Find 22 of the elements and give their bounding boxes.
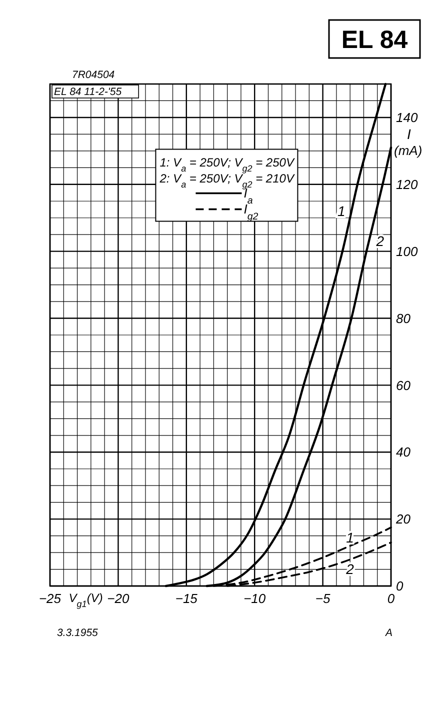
x-tick-label: −15 <box>175 591 198 606</box>
text: A <box>384 627 393 639</box>
y-tick-label: 140 <box>396 110 418 126</box>
y-tick-label: 20 <box>395 512 412 527</box>
text: 1: V$_{a}$ = 250V; V$_{g2}$ = 250V 2: V$_{a}$ = 250V; V$_{g2}$ = 210V <box>160 155 294 190</box>
text: 7R04504 <box>72 69 115 81</box>
text: 3.3.1955 <box>57 627 98 639</box>
y-tick-label: 40 <box>396 444 412 460</box>
x-tick-label: −10 <box>244 591 266 606</box>
chart-title: EL 84 <box>341 26 408 54</box>
x-axis-title: V$_{g1}$(V) <box>68 591 103 609</box>
y-tick-label: 120 <box>396 176 418 192</box>
x-tick-label: −20 <box>107 591 130 606</box>
x-tick-label: −25 <box>38 591 62 606</box>
y-tick-label: 100 <box>396 244 418 259</box>
x-tick-label: −5 <box>315 591 331 606</box>
annotation: 1 <box>338 203 346 220</box>
y-tick-label: 0 <box>396 578 404 594</box>
annotation: EL 84 11-2-'55 <box>54 86 122 98</box>
y-tick-label: 60 <box>396 378 412 393</box>
y-axis-title: I (mA) <box>394 126 422 158</box>
y-tick-label: 80 <box>396 310 412 326</box>
